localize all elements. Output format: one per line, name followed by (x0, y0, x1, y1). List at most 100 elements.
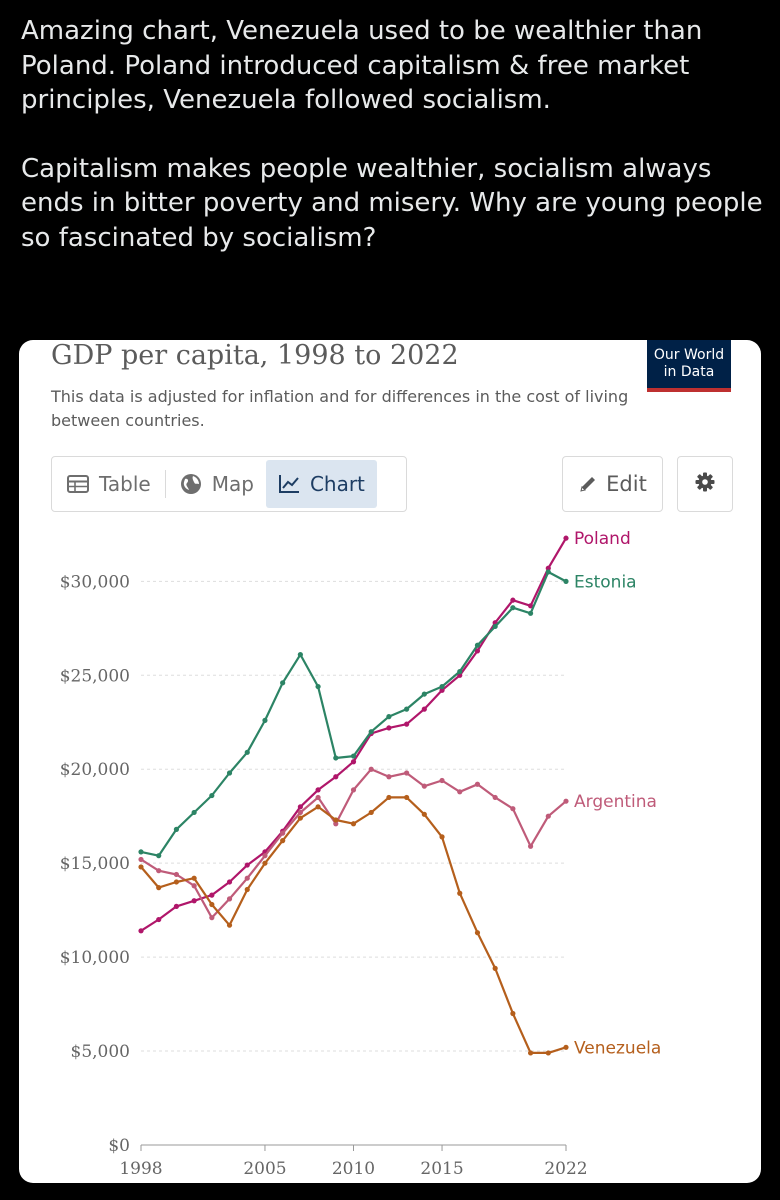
data-point-venezuela (315, 804, 321, 810)
series-label-venezuela: Venezuela (574, 1038, 661, 1058)
data-point-poland (191, 898, 197, 904)
gear-icon (695, 472, 715, 496)
data-point-poland (439, 687, 445, 693)
data-point-poland (138, 928, 144, 934)
data-point-poland (386, 725, 392, 731)
data-point-venezuela (527, 1050, 534, 1056)
data-point-venezuela (350, 821, 357, 827)
y-tick-label: $10,000 (60, 948, 130, 968)
settings-button[interactable] (677, 456, 733, 512)
tab-divider (164, 470, 166, 498)
data-point-estonia (545, 569, 551, 575)
data-point-poland (350, 759, 357, 765)
owid-logo[interactable]: Our World in Data (647, 340, 731, 392)
data-point-argentina (439, 777, 445, 784)
data-point-estonia (244, 749, 250, 755)
data-point-argentina (315, 794, 321, 801)
x-tick-label: 2010 (332, 1159, 375, 1179)
data-point-estonia (138, 849, 144, 855)
data-point-venezuela (368, 809, 374, 816)
data-point-poland (563, 535, 569, 541)
data-point-argentina (545, 813, 551, 819)
y-tick-label: $0 (108, 1136, 130, 1156)
data-point-argentina (421, 783, 427, 789)
data-point-poland (173, 903, 180, 909)
data-point-argentina (563, 798, 569, 804)
x-tick-label: 2022 (544, 1159, 587, 1179)
series-label-argentina: Argentina (574, 792, 657, 812)
globe-icon (180, 473, 202, 495)
data-point-estonia (457, 668, 463, 675)
series-label-estonia: Estonia (574, 572, 637, 592)
edit-button-label: Edit (606, 472, 647, 496)
tab-map-label: Map (211, 472, 254, 496)
data-point-venezuela (563, 1044, 569, 1050)
series-label-poland: Poland (574, 529, 631, 549)
data-point-venezuela (439, 834, 445, 840)
data-point-poland (404, 721, 410, 727)
data-point-venezuela (156, 885, 162, 891)
data-point-estonia (262, 717, 268, 723)
data-point-argentina (404, 770, 410, 776)
tab-table-label: Table (99, 472, 151, 496)
data-point-estonia (368, 729, 374, 735)
data-point-estonia (439, 683, 445, 690)
data-point-venezuela (226, 922, 233, 928)
data-point-argentina (527, 843, 534, 849)
data-point-argentina (297, 809, 303, 816)
data-point-estonia (226, 770, 233, 776)
data-point-venezuela (280, 838, 286, 844)
data-point-estonia (474, 642, 481, 648)
data-point-venezuela (262, 860, 268, 866)
data-point-poland (226, 879, 233, 885)
data-point-estonia (421, 691, 427, 697)
edit-button[interactable]: Edit (562, 456, 663, 512)
data-point-venezuela (404, 794, 410, 801)
data-point-venezuela (191, 875, 197, 881)
tweet-paragraph-2: Capitalism makes people wealthier, socia… (21, 153, 763, 253)
tab-chart-label: Chart (309, 472, 365, 496)
data-point-argentina (457, 789, 463, 795)
data-point-estonia (386, 714, 392, 720)
y-tick-label: $25,000 (60, 666, 130, 686)
data-point-poland (315, 787, 321, 793)
x-tick-label: 2005 (243, 1159, 286, 1179)
tab-chart[interactable]: Chart (265, 460, 377, 508)
series-line-poland (140, 537, 567, 932)
data-point-poland (209, 892, 215, 898)
data-point-venezuela (421, 811, 427, 817)
tab-table[interactable]: Table (55, 460, 163, 508)
data-point-argentina (280, 830, 286, 836)
data-point-venezuela (545, 1050, 551, 1056)
line-chart: $0 $5,000 $10,000 $15,000 $20,000 $25,000 $30,… (60, 529, 662, 1179)
data-point-estonia (191, 809, 197, 816)
y-tick-label: $5,000 (71, 1042, 130, 1062)
data-point-argentina (386, 774, 392, 780)
data-point-estonia (492, 623, 498, 630)
data-point-venezuela (333, 817, 339, 823)
data-point-venezuela (138, 864, 144, 870)
data-point-venezuela (297, 815, 303, 821)
series-line-venezuela (140, 796, 567, 1055)
data-point-poland (421, 706, 427, 712)
tab-map[interactable]: Map (168, 460, 266, 508)
data-point-poland (527, 603, 534, 609)
pencil-icon (578, 474, 598, 494)
x-tick-label: 2015 (420, 1159, 463, 1179)
data-point-venezuela (492, 965, 498, 971)
data-point-venezuela (474, 930, 481, 936)
data-point-argentina (333, 821, 339, 827)
data-point-venezuela (173, 879, 180, 885)
data-point-poland (474, 648, 481, 654)
chart-title: GDP per capita, 1998 to 2022 (51, 340, 459, 371)
data-point-estonia (404, 706, 410, 712)
data-point-argentina (510, 806, 516, 812)
data-point-argentina (262, 853, 268, 859)
data-point-argentina (191, 883, 197, 889)
data-point-estonia (280, 680, 286, 686)
chart-card: GDP per capita, 1998 to 2022 This data i… (19, 340, 761, 1183)
tweet-paragraph-1: Amazing chart, Venezuela used to be weal… (21, 16, 703, 115)
y-tick-label: $15,000 (60, 854, 130, 874)
data-point-estonia (209, 792, 215, 799)
data-point-argentina (244, 875, 250, 881)
